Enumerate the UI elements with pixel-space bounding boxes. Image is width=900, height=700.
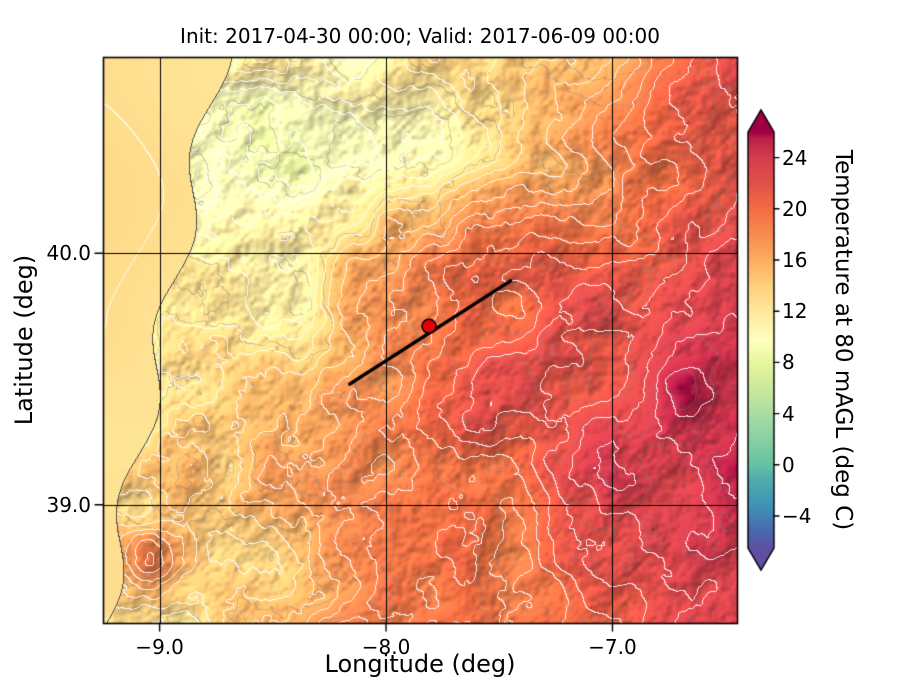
y-tick-label: 39.0	[46, 492, 91, 517]
colorbar-tick-label: 12	[782, 299, 808, 324]
x-tick-label: −7.0	[588, 635, 637, 659]
plot-title: Init: 2017-04-30 00:00; Valid: 2017-06-0…	[180, 24, 660, 48]
colorbar-tick-label: 24	[782, 145, 808, 170]
colorbar-tick-label: −4	[782, 504, 812, 528]
x-tick-label: −8.0	[361, 635, 411, 659]
colorbar-tick-label: 20	[782, 196, 808, 221]
colorbar-tick-label: 4	[782, 401, 795, 426]
colorbar-label: Temperature at 80 mAGL (deg C)	[830, 149, 856, 531]
y-tick-label: 40.0	[46, 241, 91, 266]
colorbar-tick-label: 0	[782, 452, 795, 477]
x-tick-label: −9.0	[135, 635, 184, 659]
x-axis-label: Longitude (deg)	[324, 650, 516, 678]
colorbar-tick-label: 8	[782, 350, 795, 375]
y-axis-label: Latitude (deg)	[10, 254, 38, 426]
colorbar-tick-label: 16	[782, 248, 808, 272]
